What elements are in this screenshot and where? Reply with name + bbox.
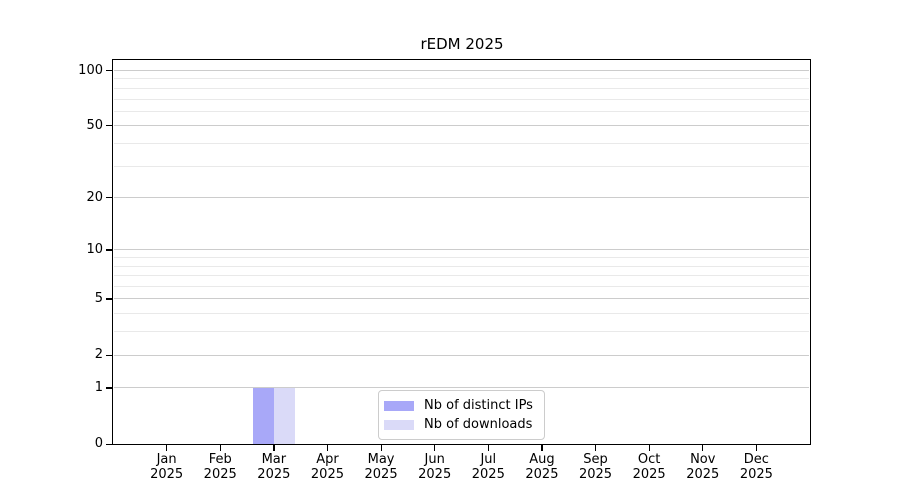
y-tick-label: 10 [86, 241, 103, 257]
x-tick-label: Jun 2025 [403, 452, 467, 482]
x-tick-month: Feb [208, 452, 232, 467]
x-tick-mark [648, 445, 650, 451]
x-tick-label: Dec 2025 [724, 452, 788, 482]
y-gridline-minor [114, 142, 809, 144]
y-gridline-major [114, 125, 809, 127]
x-tick-mark [487, 445, 489, 451]
y-tick-mark [106, 354, 113, 356]
y-gridline-major [114, 354, 809, 356]
y-gridline-minor [114, 265, 809, 267]
legend-swatch-distinct-ips [384, 400, 414, 411]
y-gridline-minor [114, 98, 809, 100]
x-tick-year: 2025 [578, 467, 613, 482]
x-tick-label: Jul 2025 [456, 452, 520, 482]
chart-title: rEDM 2025 [420, 35, 504, 53]
x-tick-month: Sep [583, 452, 608, 467]
x-tick-mark [755, 445, 758, 451]
x-tick-mark [541, 445, 543, 451]
y-gridline-major [114, 249, 809, 251]
y-tick-label: 2 [94, 347, 103, 363]
y-gridline-major [114, 70, 809, 71]
x-tick-month: Jan [156, 452, 177, 467]
x-tick-month: Dec [743, 452, 769, 467]
x-tick-label: Oct 2025 [617, 452, 681, 482]
y-tick-mark [106, 70, 113, 72]
x-tick-year: 2025 [150, 467, 184, 482]
legend-item-distinct-ips: Nb of distinct IPs [384, 396, 534, 415]
y-tick-label: 100 [78, 62, 103, 78]
x-tick-month: Aug [529, 452, 555, 467]
x-tick-month: Jun [424, 452, 445, 467]
x-tick-label: Nov 2025 [671, 452, 735, 482]
y-tick-mark [106, 249, 113, 251]
x-tick-month: Jul [480, 452, 497, 467]
y-tick-label: 50 [86, 117, 103, 133]
x-tick-year: 2025 [739, 467, 773, 482]
y-gridline-minor [114, 165, 809, 167]
x-tick-year: 2025 [686, 467, 720, 482]
x-tick-year: 2025 [203, 467, 237, 482]
legend: Nb of distinct IPs Nb of downloads [378, 390, 545, 440]
x-tick-mark [595, 445, 597, 451]
x-tick-month: May [367, 452, 395, 467]
y-gridline-minor [114, 110, 809, 112]
y-tick-mark [106, 298, 113, 300]
y-gridline-minor [114, 331, 809, 333]
x-tick-label: Jan 2025 [135, 452, 199, 482]
x-tick-mark [219, 445, 221, 451]
x-tick-label: Sep 2025 [564, 452, 628, 482]
y-tick-label: 20 [86, 189, 103, 205]
x-tick-mark [434, 445, 436, 451]
y-gridline-major [114, 197, 809, 199]
y-gridline-minor [114, 257, 809, 259]
x-tick-year: 2025 [471, 467, 505, 482]
y-tick-mark [106, 125, 113, 127]
x-tick-mark [702, 445, 704, 451]
y-gridline-major [114, 298, 809, 300]
bar-nb-of-distinct-ips-mar [252, 387, 274, 444]
x-tick-year: 2025 [418, 467, 452, 482]
x-tick-mark [326, 445, 329, 451]
x-tick-year: 2025 [525, 467, 559, 482]
x-tick-mark [166, 445, 168, 451]
y-tick-mark [106, 197, 113, 199]
x-tick-month: Nov [690, 452, 716, 467]
y-tick-label: 0 [94, 436, 103, 451]
x-tick-month: Mar [261, 452, 287, 467]
x-tick-label: Mar 2025 [242, 452, 306, 482]
x-tick-mark [273, 445, 275, 451]
x-tick-month: Oct [637, 452, 661, 467]
y-gridline-minor [114, 275, 809, 277]
y-gridline-minor [114, 87, 809, 89]
bar-nb-of-downloads-mar [273, 387, 295, 444]
y-tick-mark [106, 443, 113, 445]
legend-swatch-downloads [384, 419, 414, 430]
y-gridline-minor [114, 78, 809, 80]
x-tick-label: Feb 2025 [188, 452, 252, 482]
x-tick-label: May 2025 [349, 452, 413, 482]
x-tick-mark [380, 445, 382, 451]
legend-item-downloads: Nb of downloads [384, 415, 534, 434]
x-tick-label: Apr 2025 [295, 452, 359, 482]
legend-label-distinct-ips: Nb of distinct IPs [424, 398, 533, 413]
y-tick-label: 1 [94, 379, 103, 395]
y-tick-label: 5 [94, 290, 103, 306]
y-gridline-minor [114, 313, 809, 315]
x-tick-year: 2025 [257, 467, 291, 482]
x-tick-year: 2025 [364, 467, 398, 482]
x-tick-year: 2025 [310, 467, 344, 482]
legend-label-downloads: Nb of downloads [424, 417, 533, 432]
x-tick-label: Aug 2025 [510, 452, 574, 482]
y-gridline-minor [114, 286, 809, 288]
x-tick-year: 2025 [632, 467, 666, 482]
x-tick-month: Apr [316, 452, 339, 467]
y-tick-mark [106, 387, 113, 389]
y-gridline-major [114, 387, 809, 389]
